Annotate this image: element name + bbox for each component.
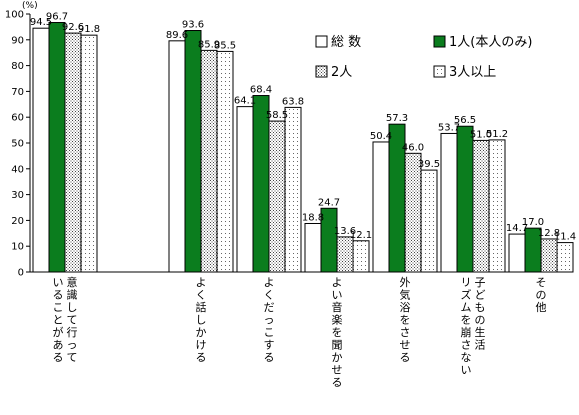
bar (32, 27, 50, 273)
bar (556, 242, 574, 273)
data-label: 56.5 (454, 115, 476, 126)
y-tick-label: 10 (11, 242, 24, 253)
bar (304, 222, 322, 273)
bar (284, 106, 302, 273)
y-tick-label: 40 (11, 164, 24, 175)
bar (456, 125, 474, 273)
legend-label: 総 数 (331, 35, 361, 50)
data-label: 46.0 (402, 142, 424, 153)
data-label: 51.2 (486, 129, 508, 140)
data-label: 96.7 (46, 12, 68, 23)
data-label: 57.3 (386, 113, 408, 124)
data-label: 68.4 (250, 85, 272, 96)
bar (420, 169, 438, 273)
y-tick-label: 80 (11, 61, 24, 72)
legend-label: 1人(本人のみ) (449, 35, 532, 50)
data-label: 39.5 (418, 159, 440, 170)
category-label: リズムを崩さない (461, 276, 472, 377)
data-label: 58.5 (266, 110, 288, 121)
bar (64, 32, 82, 273)
data-label: 50.4 (370, 131, 392, 142)
y-tick-label: 70 (11, 87, 24, 98)
data-label: 12.8 (538, 228, 560, 239)
y-tick-label: 20 (11, 216, 24, 227)
bar (336, 236, 354, 273)
data-label: 94.5 (30, 17, 52, 28)
category-label: 意識して行って (67, 275, 78, 364)
category-label: 子どもの生活 (475, 276, 486, 352)
category-label: いることがある (53, 276, 64, 364)
legend: 総 数 1人(本人のみ) 2人 3人以上 (315, 35, 532, 80)
category-label: よく話しかける (196, 276, 207, 364)
data-label: 12.1 (350, 230, 372, 241)
bar (80, 34, 98, 273)
data-label: 51.0 (470, 129, 492, 140)
data-label: 24.7 (318, 197, 340, 208)
category-label: よくだっこする (264, 276, 275, 364)
legend-label: 3人以上 (449, 65, 496, 80)
y-tick-label: 60 (11, 113, 24, 124)
data-label: 85.5 (214, 40, 236, 51)
category-label: 外気浴をさせる (400, 276, 411, 364)
bar (372, 141, 390, 273)
y-tick-label: 30 (11, 190, 24, 201)
bar (440, 132, 458, 273)
legend-swatch (315, 65, 328, 78)
bar (404, 152, 422, 273)
data-label: 93.6 (182, 20, 204, 31)
y-tick-label: 100 (5, 10, 24, 21)
data-labels: 94.5 89.6 64.1 18.8 50.4 53.7 14.7 96.7 93.6 68.4… (30, 12, 576, 243)
y-tick-label: 0 (18, 268, 24, 279)
bars (32, 22, 574, 273)
legend-swatch (433, 35, 446, 48)
bar (252, 95, 270, 273)
bar (508, 233, 526, 273)
data-label: 53.7 (438, 122, 460, 133)
legend-swatch (433, 65, 446, 78)
bar (488, 139, 506, 273)
bar (216, 50, 234, 273)
bar (540, 238, 558, 273)
bar (200, 49, 218, 273)
y-unit-label: (%) (22, 1, 38, 11)
bar (352, 240, 370, 273)
data-label: 17.0 (522, 217, 544, 228)
data-label: 92.6 (62, 22, 84, 33)
y-tick-label: 50 (11, 139, 24, 150)
data-label: 63.8 (282, 96, 304, 107)
bar (472, 139, 490, 273)
data-label: 64.1 (234, 96, 256, 107)
legend-label: 2人 (331, 65, 352, 80)
data-label: 85.9 (198, 39, 220, 50)
category-label: よい音楽を聞かせる (332, 276, 343, 389)
bar (48, 22, 66, 273)
bar (236, 106, 254, 273)
data-label: 14.7 (506, 223, 528, 234)
bar (184, 30, 202, 273)
bar (168, 40, 186, 273)
data-label: 89.6 (166, 30, 188, 41)
bar (268, 120, 286, 273)
legend-swatch (315, 35, 328, 48)
category-label: その他 (536, 276, 547, 314)
y-tick-label: 90 (11, 35, 24, 46)
data-label: 18.8 (302, 212, 324, 223)
data-label: 13.6 (334, 226, 356, 237)
data-label: 91.8 (78, 24, 100, 35)
data-label: 11.4 (554, 232, 576, 243)
